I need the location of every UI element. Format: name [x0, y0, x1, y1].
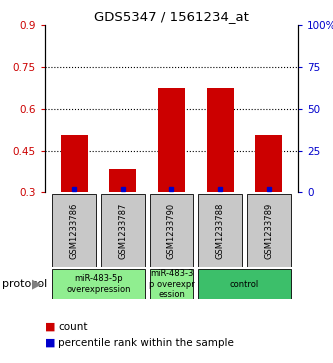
Text: ■: ■: [45, 322, 56, 332]
Text: protocol: protocol: [2, 279, 47, 289]
Text: ■: ■: [45, 338, 56, 348]
Text: GSM1233790: GSM1233790: [167, 203, 176, 258]
FancyBboxPatch shape: [101, 194, 145, 267]
Bar: [207, 88, 233, 192]
FancyBboxPatch shape: [198, 194, 242, 267]
Text: GSM1233788: GSM1233788: [216, 202, 225, 259]
Text: control: control: [230, 280, 259, 289]
Text: miR-483-3
p overexpr
ession: miR-483-3 p overexpr ession: [149, 269, 194, 299]
FancyBboxPatch shape: [52, 194, 96, 267]
Bar: [158, 88, 185, 192]
Text: ▶: ▶: [32, 278, 41, 290]
Text: count: count: [58, 322, 88, 332]
Text: GSM1233789: GSM1233789: [264, 203, 273, 258]
Text: percentile rank within the sample: percentile rank within the sample: [58, 338, 234, 348]
Text: GSM1233787: GSM1233787: [118, 202, 127, 259]
FancyBboxPatch shape: [150, 194, 193, 267]
Title: GDS5347 / 1561234_at: GDS5347 / 1561234_at: [94, 10, 249, 23]
FancyBboxPatch shape: [247, 194, 291, 267]
Bar: [61, 135, 88, 192]
FancyBboxPatch shape: [198, 269, 291, 299]
Text: GSM1233786: GSM1233786: [70, 202, 79, 259]
Text: miR-483-5p
overexpression: miR-483-5p overexpression: [66, 274, 131, 294]
FancyBboxPatch shape: [150, 269, 193, 299]
Bar: [110, 169, 136, 192]
FancyBboxPatch shape: [52, 269, 145, 299]
Bar: [255, 135, 282, 192]
